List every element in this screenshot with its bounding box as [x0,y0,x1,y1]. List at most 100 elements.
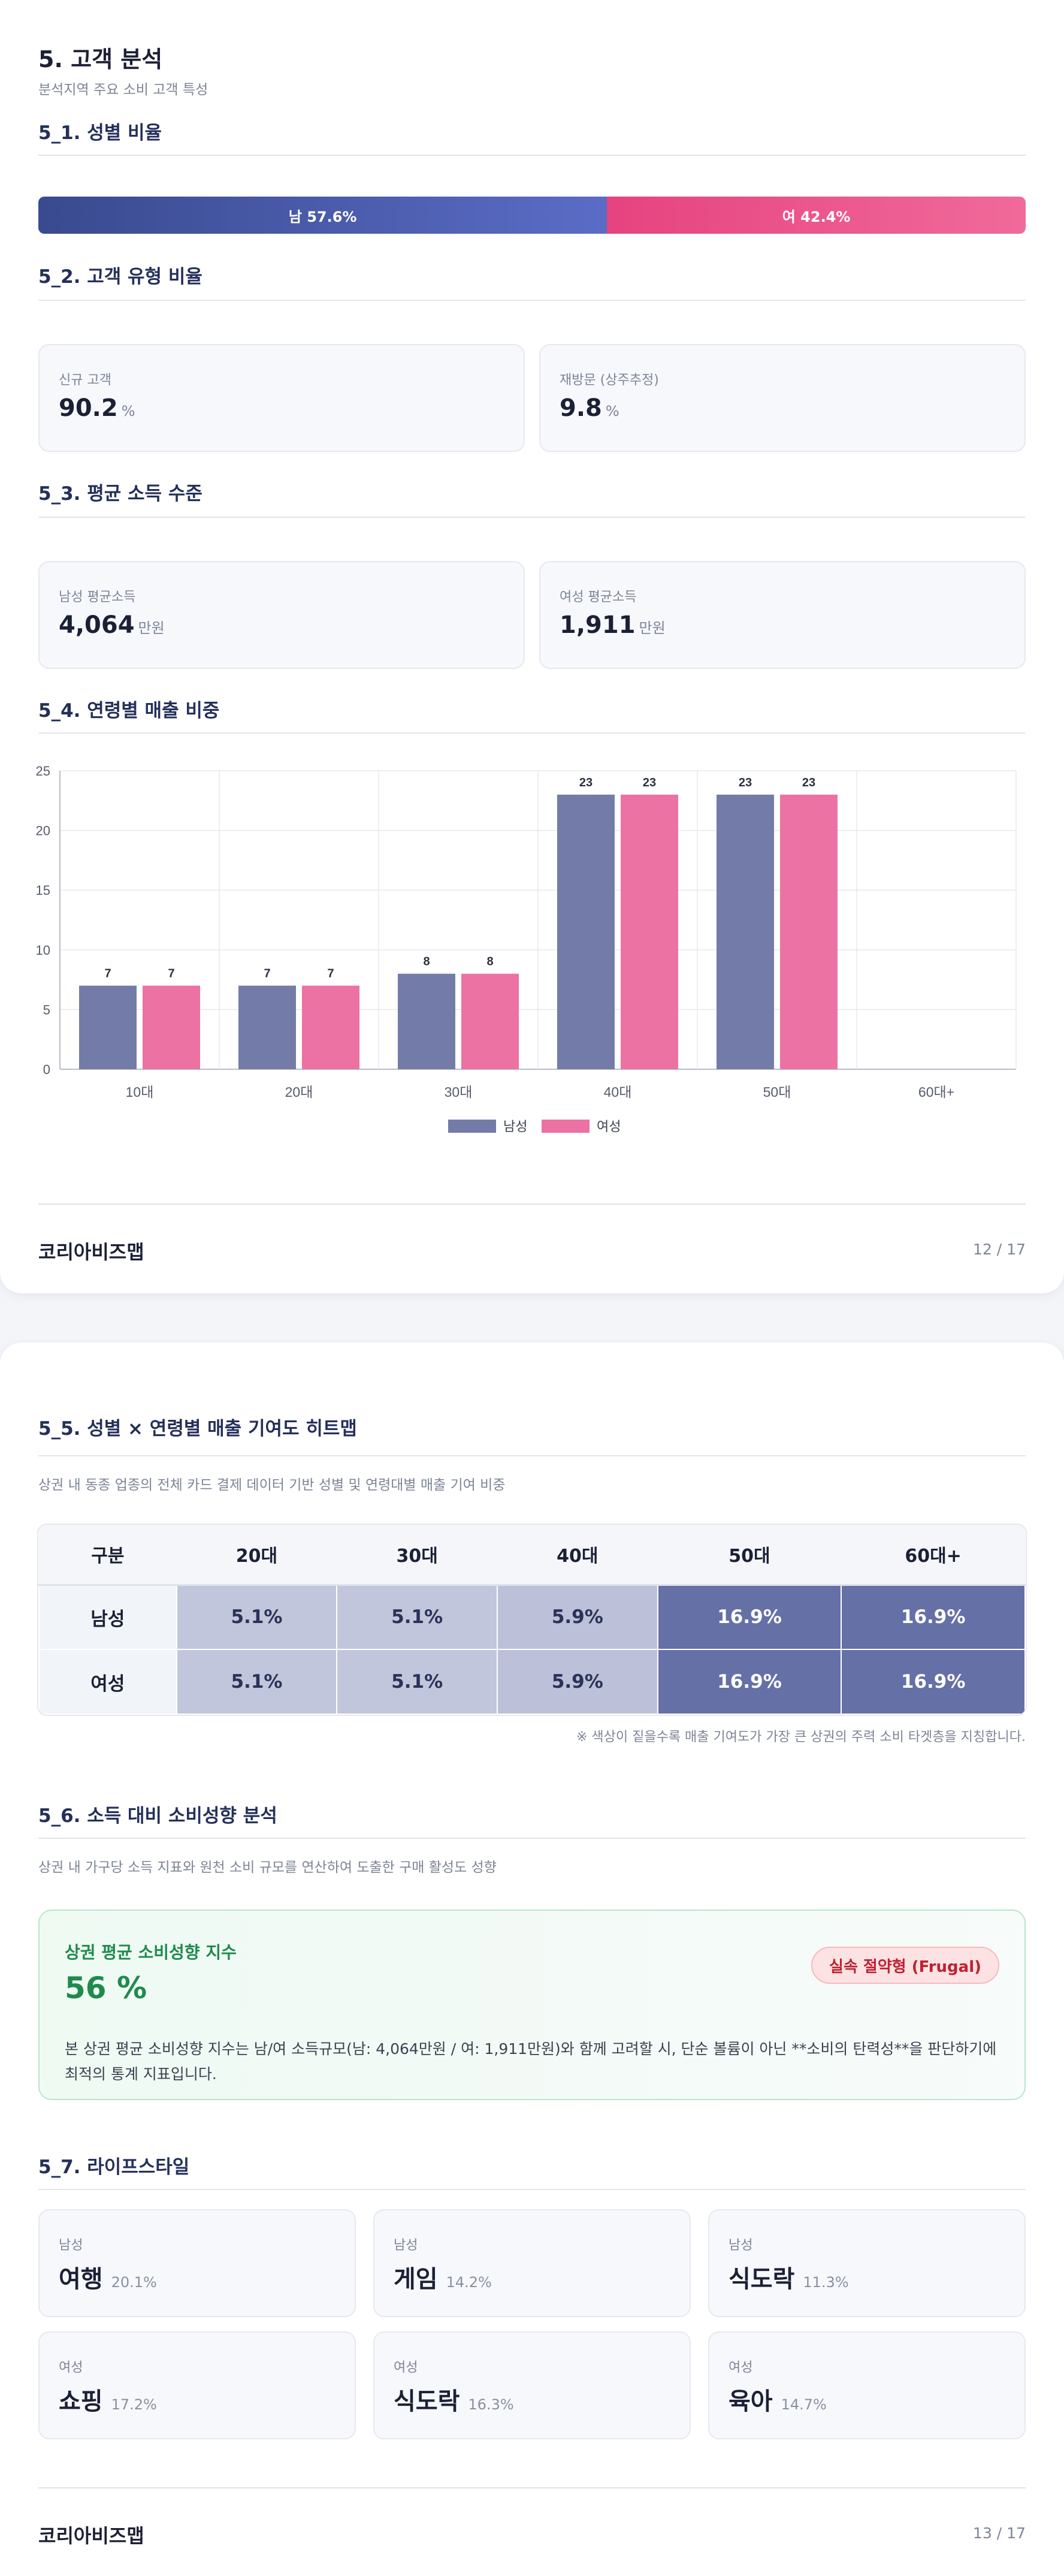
section-title-customer-type: 5_2. 고객 유형 비율 [38,266,202,288]
section-title-age-sales: 5_4. 연령별 매출 비중 [38,700,220,722]
lifestyle-name: 게임 [394,2266,438,2293]
lifestyle-name: 여행 [59,2266,103,2293]
stat-value: 90.2 [59,394,118,422]
chart-bar [143,985,200,1069]
section-description: 상권 내 가구당 소득 지표와 원천 소비 규모를 연산하여 도출한 구매 활성… [38,1860,497,1875]
stat-label: 재방문 (상주추정) [560,373,659,388]
lifestyle-gender: 여성 [59,2360,83,2375]
heatmap-header-cell: 구분 [39,1525,177,1586]
gender-age-heatmap: 구분 20대 30대 40대 50대 60대+ 남성 5.1% 5.1% 5.9… [38,1525,1026,1715]
section-description: 상권 내 동종 업종의 전체 카드 결제 데이터 기반 성별 및 연령대별 매출… [38,1477,506,1493]
section-divider [38,2189,1026,2190]
section-divider [38,155,1026,156]
chart-data-label: 23 [579,776,593,789]
heatmap-cell: 16.9% [841,1584,1026,1650]
chart-x-tick-label: 30대 [445,1084,473,1100]
chart-bar [302,985,359,1069]
lifestyle-card: 여성 쇼핑 17.2% [38,2331,356,2439]
stat-card-male-income: 남성 평균소득 4,064 만원 [38,561,525,669]
heatmap-note: ※ 색상이 짙을수록 매출 기여도가 가장 큰 상권의 주력 소비 타겟층을 지… [576,1730,1026,1745]
section-title-gender-ratio: 5_1. 성별 비율 [38,122,162,144]
section-divider [38,1455,1026,1456]
heatmap-cell: 16.9% [657,1649,842,1715]
lifestyle-gender: 여성 [394,2360,418,2375]
lifestyle-gender: 남성 [394,2238,418,2253]
footer-divider [38,2487,1026,2488]
heatmap-cell: 16.9% [841,1649,1026,1715]
propensity-type-badge: 실속 절약형 (Frugal) [811,1947,999,1984]
footer-page-number: 13 / 17 [973,2524,1026,2542]
stat-unit: 만원 [639,620,666,637]
gender-bar-male: 남 57.6% [38,197,607,234]
chart-data-label: 7 [264,967,270,981]
heatmap-cell: 5.1% [336,1584,498,1650]
report-page-12: 5. 고객 분석 분석지역 주요 소비 고객 특성 5_1. 성별 비율 남 5… [0,0,1064,1293]
heatmap-header-cell: 30대 [337,1525,497,1586]
section-divider [38,300,1026,301]
stat-card-returning-customers: 재방문 (상주추정) 9.8% [539,344,1026,452]
heatmap-header-cell: 60대+ [841,1525,1025,1586]
lifestyle-name: 쇼핑 [59,2388,103,2415]
age-sales-bar-chart: 0 5 10 15 20 25 10대 20대 30대 40대 50대 60대+ 7 7 8 23 23 7 7 8 2… [36,766,1017,1134]
lifestyle-gender: 남성 [59,2238,83,2253]
chart-x-tick-label: 20대 [285,1084,313,1100]
stat-unit: % [605,403,619,420]
chart-legend-swatch [448,1120,496,1133]
stat-value: 4,064 [59,611,135,639]
lifestyle-name: 식도락 [394,2388,460,2415]
section-title-propensity: 5_6. 소득 대비 소비성향 분석 [38,1805,277,1827]
propensity-index-box: 상권 평균 소비성향 지수 56 % 실속 절약형 (Frugal) 본 상권 … [38,1910,1026,2100]
stat-label: 여성 평균소득 [560,590,637,605]
chart-y-tick-label: 0 [43,1062,50,1077]
propensity-value: 56 % [65,1971,147,2005]
chart-legend-label: 남성 [503,1119,527,1134]
chart-data-label: 8 [423,955,430,969]
lifestyle-name: 육아 [729,2388,773,2415]
chart-bar [717,794,774,1069]
heatmap-cell: 5.9% [496,1584,658,1650]
lifestyle-card: 남성 여행 20.1% [38,2209,356,2317]
lifestyle-card: 남성 게임 14.2% [373,2209,691,2317]
gender-ratio-bar: 남 57.6% 여 42.4% [38,197,1026,234]
chart-bar [398,973,455,1069]
lifestyle-gender: 여성 [729,2360,753,2375]
page-subtitle: 분석지역 주요 소비 고객 특성 [38,82,208,98]
chart-bar [79,985,137,1069]
chart-y-tick-label: 15 [36,883,50,898]
heatmap-header-row: 구분 20대 30대 40대 50대 60대+ [39,1525,1025,1586]
chart-data-label: 23 [802,776,815,789]
section-title-heatmap: 5_5. 성별 × 연령별 매출 기여도 히트맵 [38,1418,357,1440]
gender-bar-female: 여 42.4% [607,197,1026,234]
lifestyle-pct: 16.3% [468,2396,514,2413]
footer-divider [38,1203,1026,1205]
chart-bar [461,973,519,1069]
section-title-income: 5_3. 평균 소득 수준 [38,483,202,505]
chart-data-label: 7 [168,967,174,981]
chart-bar [238,985,296,1069]
chart-bar [557,794,615,1069]
chart-data-label: 8 [486,955,493,969]
lifestyle-pct: 14.2% [446,2274,492,2291]
heatmap-row-label: 남성 [38,1584,177,1650]
heatmap-header-cell: 50대 [657,1525,842,1586]
section-title-lifestyle: 5_7. 라이프스타일 [38,2156,190,2178]
chart-data-label: 7 [104,967,111,981]
heatmap-cell: 5.1% [336,1649,498,1715]
chart-data-label: 23 [643,776,656,789]
page-title: 5. 고객 분석 [38,46,163,73]
stat-card-female-income: 여성 평균소득 1,911 만원 [539,561,1026,669]
footer-brand: 코리아비즈맵 [38,2524,144,2547]
lifestyle-gender: 남성 [729,2238,753,2253]
lifestyle-pct: 20.1% [111,2274,157,2291]
chart-y-tick-label: 20 [36,824,50,838]
report-page-13: 5_5. 성별 × 연령별 매출 기여도 히트맵 상권 내 동종 업종의 전체 … [0,1343,1064,2576]
lifestyle-card: 남성 식도락 11.3% [708,2209,1026,2317]
heatmap-cell: 5.1% [176,1584,338,1650]
stat-value: 1,911 [560,611,636,639]
lifestyle-pct: 14.7% [781,2396,827,2413]
chart-legend-label: 여성 [597,1119,621,1134]
heatmap-header-cell: 40대 [497,1525,658,1586]
lifestyle-card: 여성 식도락 16.3% [373,2331,691,2439]
chart-x-tick-label: 50대 [763,1084,791,1100]
section-divider [38,517,1026,518]
